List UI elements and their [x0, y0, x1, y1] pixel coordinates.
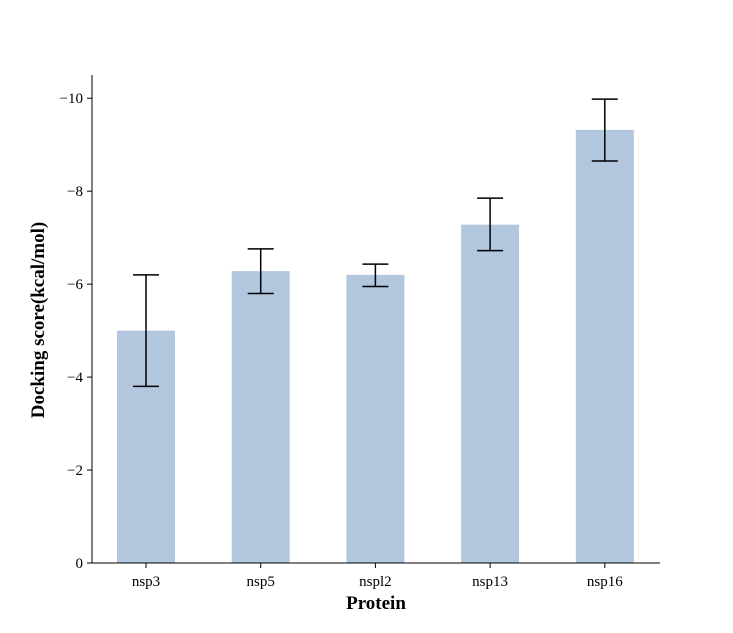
bar-nsp13 — [461, 224, 520, 564]
x-axis-title: Protein — [346, 593, 406, 614]
error-bars-group — [133, 98, 618, 388]
x-tick-label-nspl2: nspl2 — [359, 574, 392, 590]
axes-group — [91, 75, 660, 564]
y-tick-label-0: 0 — [76, 556, 84, 572]
bar-nspl2 — [346, 274, 405, 563]
bar-nsp16 — [575, 129, 634, 563]
y-axis-title: Docking score(kcal/mol) — [28, 222, 49, 419]
x-tick-label-nsp16: nsp16 — [587, 574, 623, 590]
y-tick-label-4: −8 — [67, 184, 83, 200]
y-ticks-group: 0 −2 −4 −6 −8 −10 — [60, 91, 92, 572]
bar-nsp5 — [231, 271, 290, 563]
y-tick-label-3: −6 — [67, 277, 83, 293]
x-tick-label-nsp13: nsp13 — [472, 574, 508, 590]
y-tick-label-5: −10 — [60, 91, 83, 107]
y-tick-label-1: −2 — [67, 463, 83, 479]
x-tick-label-nsp5: nsp5 — [247, 574, 275, 590]
x-ticks-group: nsp3 nsp5 nspl2 nsp13 nsp16 — [132, 563, 623, 590]
x-tick-label-nsp3: nsp3 — [132, 574, 160, 590]
y-tick-label-2: −4 — [67, 370, 83, 386]
bars-group — [117, 129, 634, 564]
